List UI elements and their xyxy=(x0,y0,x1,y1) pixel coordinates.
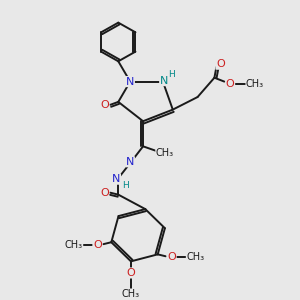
Text: O: O xyxy=(226,79,235,88)
Text: N: N xyxy=(160,76,168,85)
Text: CH₃: CH₃ xyxy=(64,240,83,250)
Text: H: H xyxy=(168,70,175,79)
Text: O: O xyxy=(100,100,109,110)
Text: CH₃: CH₃ xyxy=(156,148,174,158)
Text: N: N xyxy=(126,76,134,87)
Text: O: O xyxy=(93,240,102,250)
Text: H: H xyxy=(122,182,129,190)
Text: O: O xyxy=(127,268,135,278)
Text: N: N xyxy=(126,157,134,167)
Text: CH₃: CH₃ xyxy=(122,289,140,299)
Text: CH₃: CH₃ xyxy=(246,79,264,88)
Text: O: O xyxy=(216,59,225,69)
Text: CH₃: CH₃ xyxy=(186,252,204,262)
Text: O: O xyxy=(167,252,176,262)
Text: O: O xyxy=(100,188,109,198)
Text: N: N xyxy=(112,174,121,184)
